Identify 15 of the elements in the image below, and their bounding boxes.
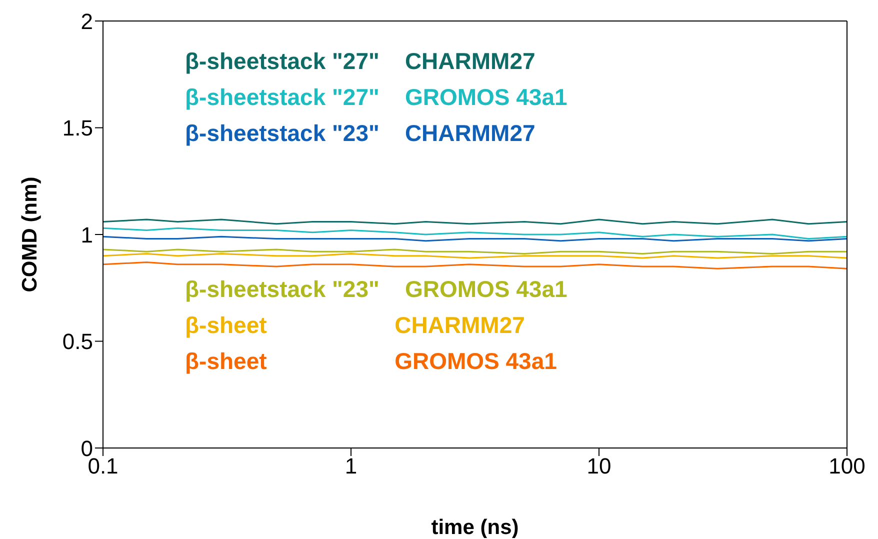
y-tick-label: 2 <box>80 8 93 34</box>
text: β-sheet CHARMM27 <box>185 312 525 339</box>
text: β-sheetstack "27" CHARMM27 <box>185 48 536 75</box>
x-tick-label: 1 <box>344 454 358 479</box>
y-tick-label: 1 <box>80 222 93 248</box>
text: β-sheetstack "23" CHARMM27 <box>185 120 536 147</box>
x-tick-label: 100 <box>828 454 866 479</box>
x-tick-label: 10 <box>586 454 612 479</box>
y-axis-title: COMD (nm) <box>18 176 42 292</box>
text: β-sheet GROMOS 43a1 <box>185 348 557 375</box>
y-tick-label: 1.5 <box>62 116 93 141</box>
y-tick-label: 0.5 <box>62 329 93 354</box>
series-label: β-sheetstack "23" GROMOS 43a1 <box>185 276 568 303</box>
text: β-sheetstack "27" GROMOS 43a1 <box>185 84 568 111</box>
x-axis-title: time (ns) <box>431 516 519 539</box>
